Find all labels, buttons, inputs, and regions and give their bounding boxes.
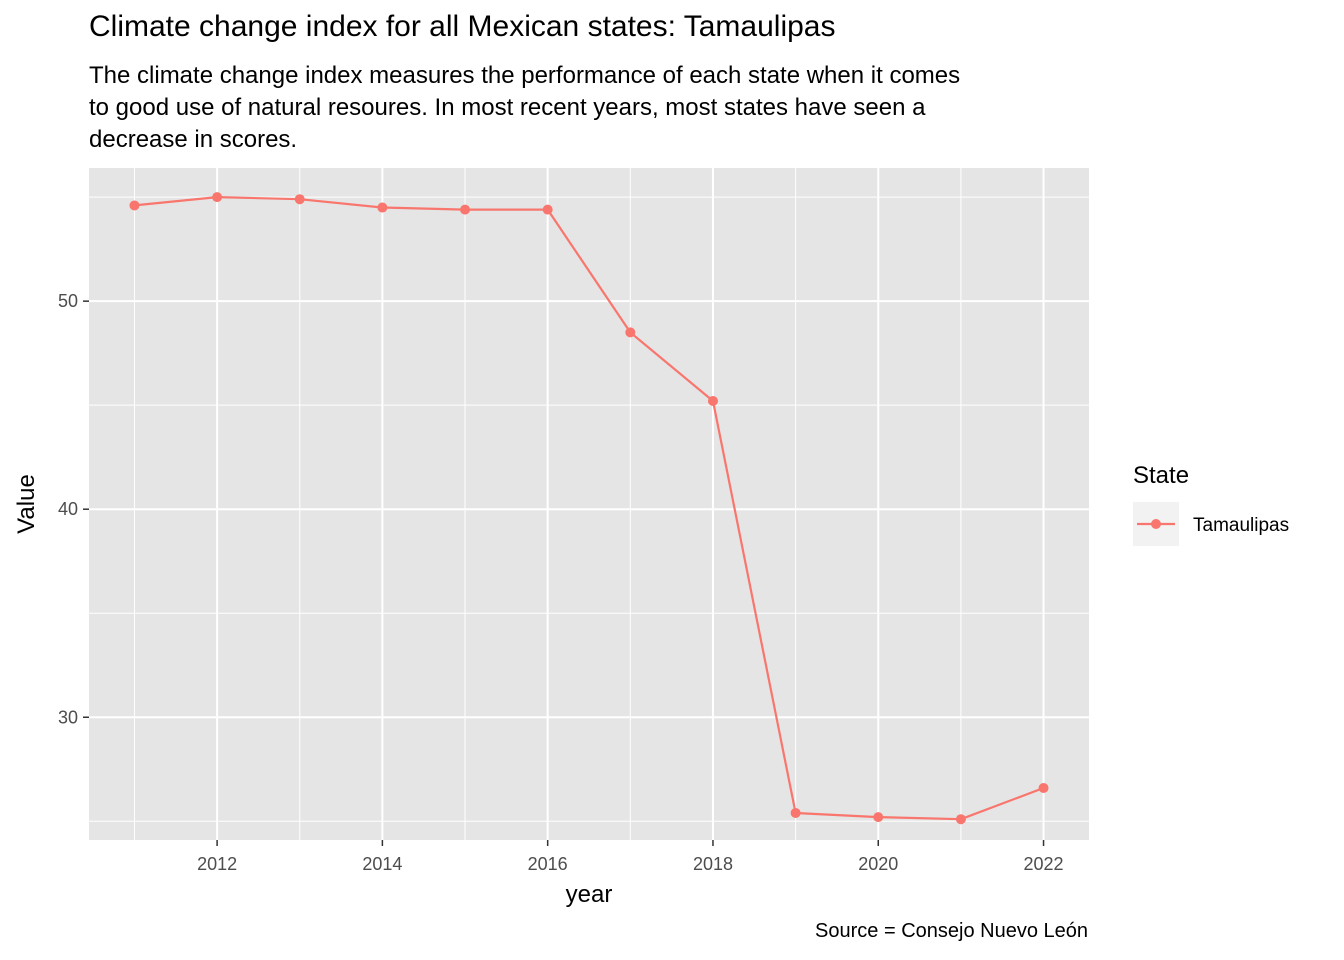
data-point [625, 327, 636, 338]
x-tick-label: 2012 [197, 854, 237, 874]
chart-title: Climate change index for all Mexican sta… [89, 10, 836, 43]
y-axis-title: Value [13, 474, 40, 534]
x-tick-label: 2018 [693, 854, 733, 874]
minor-gridlines [89, 168, 1089, 840]
subtitle-line-1: The climate change index measures the pe… [89, 62, 961, 89]
y-tick-label: 30 [58, 707, 78, 727]
series-line-tamaulipas [134, 196, 1044, 821]
legend: State Tamaulipas [1133, 462, 1289, 546]
data-point [790, 807, 801, 818]
data-point [212, 192, 223, 203]
legend-label-tamaulipas: Tamaulipas [1193, 515, 1289, 536]
major-gridlines [89, 168, 1089, 840]
y-tick-label: 50 [58, 291, 78, 311]
data-point [460, 204, 471, 215]
legend-title: State [1133, 462, 1189, 489]
series-layer [129, 192, 1049, 825]
data-point [1038, 782, 1049, 793]
data-point [129, 200, 140, 211]
x-axis-title: year [566, 881, 613, 908]
subtitle-line-2: to good use of natural resoures. In most… [89, 94, 926, 121]
data-point [377, 202, 388, 213]
data-point [707, 396, 718, 407]
data-point [873, 812, 884, 823]
chart-caption: Source = Consejo Nuevo León [815, 920, 1088, 942]
data-point [294, 194, 305, 205]
data-point [955, 814, 966, 825]
x-tick-label: 2022 [1024, 854, 1064, 874]
y-tick-label: 40 [58, 499, 78, 519]
y-axis: 30 40 50 [58, 291, 89, 727]
data-point [542, 204, 553, 215]
chart-subtitle: The climate change index measures the pe… [89, 60, 1189, 156]
legend-key-point [1151, 519, 1161, 529]
x-tick-label: 2016 [528, 854, 568, 874]
subtitle-line-3: decrease in scores. [89, 126, 298, 153]
x-tick-label: 2020 [858, 854, 898, 874]
x-tick-label: 2014 [362, 854, 402, 874]
x-axis: 2012 2014 2016 2018 2020 2022 [197, 840, 1064, 874]
plot-panel [89, 168, 1089, 840]
